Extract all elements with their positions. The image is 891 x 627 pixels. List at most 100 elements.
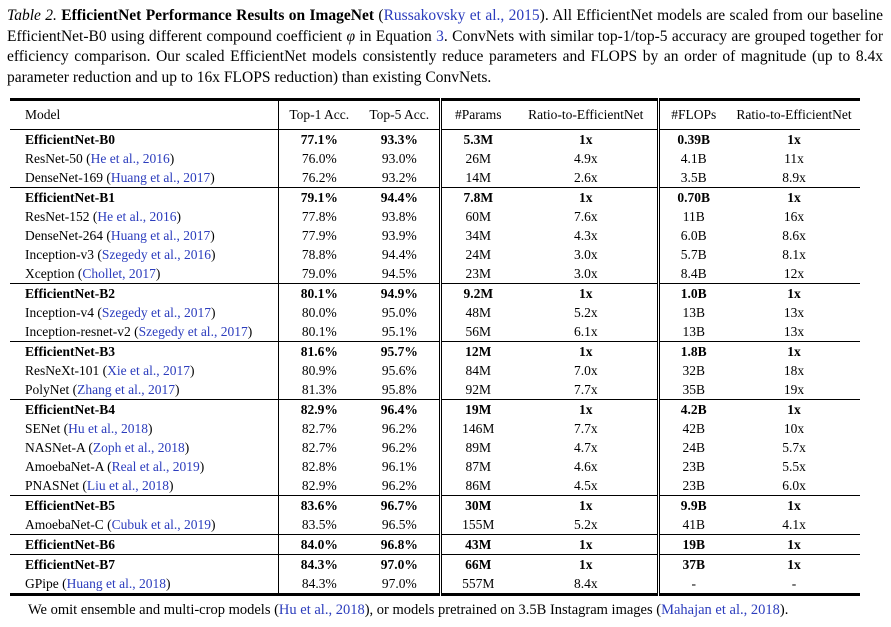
citation-link[interactable]: Xie et al., 2017 [107,362,190,378]
top5-cell: 95.7% [360,341,442,361]
model-cell: ResNeXt-101 (Xie et al., 2017) [10,361,279,380]
model-name: SENet [25,420,61,436]
top1-cell: 82.8% [301,458,337,474]
ratio-params-cell: 1x [515,341,660,361]
table-row: ResNet-152 (He et al., 2016) 77.8% 93.8% 60… [10,207,860,226]
citation-link[interactable]: Chollet, 2017 [82,265,156,281]
table-row: Inception-v4 (Szegedy et al., 2017) 80.0%… [10,303,860,322]
citation-link[interactable]: Huang et al., 2017 [110,169,211,185]
flops-cell: 8.4B [680,265,707,281]
top5-cell: 93.0% [360,149,442,168]
top1-cell: 82.9% [300,401,338,417]
model-name: EfficientNet-B0 [25,131,115,147]
table-row: EfficientNet-B1 79.1% 94.4% 7.8M 1x 0.70B 1x [10,187,860,207]
params-cell: 146M [462,420,495,436]
params-cell: 84M [465,362,491,378]
table-row: AmoebaNet-A (Real et al., 2019) 82.8% 96.1… [10,457,860,476]
table-row: DenseNet-264 (Huang et al., 2017) 77.9% 93… [10,226,860,245]
table-row: AmoebaNet-C (Cubuk et al., 2019) 83.5% 96.… [10,515,860,535]
ratio-flops-cell: 1x [787,285,801,301]
ratio-flops-cell: 16x [783,208,805,224]
flops-cell: 0.39B [677,131,711,147]
table-group: EfficientNet-B4 82.9% 96.4% 19M 1x 4.2B 1x SENe… [10,399,860,496]
citation-link[interactable]: Hu et al., 2018 [68,420,148,436]
table-row: PolyNet (Zhang et al., 2017) 81.3% 95.8% 92… [10,380,860,400]
citation-link[interactable]: Szegedy et al., 2016 [101,246,211,262]
ratio-params-cell: 2.6x [515,168,660,188]
header-row: Model Top-1 Acc. Top-5 Acc. #Params Rati… [10,99,860,130]
model-name: PNASNet [25,477,80,493]
top5-cell: 93.9% [360,226,442,245]
model-cell: NASNet-A (Zoph et al., 2018) [10,438,279,457]
params-cell: 26M [465,150,491,166]
params-cell: 48M [465,304,491,320]
top1-cell: 83.6% [300,497,338,513]
ratio-flops-cell: 12x [783,265,805,281]
ratio-flops-cell: 1x [787,536,801,552]
col-header-params: #Params [440,99,515,130]
footnote-text: ). [779,602,789,618]
paper-page: Table 2. EfficientNet Performance Result… [0,6,891,627]
model-cell: PNASNet (Liu et al., 2018) [10,476,279,496]
ratio-flops-cell: 5.5x [782,458,806,474]
top1-cell: 76.2% [301,169,337,185]
citation-link[interactable]: Zoph et al., 2018 [92,439,185,455]
citation-link[interactable]: He et al., 2016 [97,208,177,224]
ratio-flops-cell: 13x [783,304,805,320]
table-row: SENet (Hu et al., 2018) 82.7% 96.2% 146M 7.7… [10,419,860,438]
ratio-params-cell: 7.6x [515,207,660,226]
flops-cell: 19B [682,536,705,552]
citation-link[interactable]: Hu et al., 2018 [278,602,365,618]
ratio-flops-cell: 19x [783,381,805,397]
model-name: PolyNet [25,381,70,397]
top1-cell: 79.0% [301,265,337,281]
model-name: EfficientNet-B4 [25,401,115,417]
table-footnote: We omit ensemble and multi-crop models (… [28,601,883,619]
flops-cell: 4.1B [680,150,707,166]
equation-ref-link[interactable]: 3 [436,27,444,45]
params-cell: 43M [465,536,492,552]
col-header-flops: #FLOPs [658,99,728,130]
params-cell: 89M [465,439,491,455]
paren-close: ) [210,304,216,320]
ratio-flops-cell: 1x [787,401,801,417]
citation-link[interactable]: Cubuk et al., 2019 [111,516,211,532]
top5-cell: 97.0% [360,554,442,574]
model-cell: EfficientNet-B5 [10,495,279,515]
paren-open: ( [103,516,112,532]
flops-cell: 0.70B [677,189,711,205]
model-name: ResNeXt-101 [25,362,100,378]
top5-cell: 96.2% [360,476,442,496]
model-name: EfficientNet-B1 [25,189,115,205]
params-cell: 155M [462,516,495,532]
citation-link[interactable]: Huang et al., 2017 [110,227,211,243]
citation-link[interactable]: He et al., 2016 [90,150,170,166]
paren-close: ) [247,323,253,339]
citation-link[interactable]: Russakovsky et al., 2015 [383,7,540,24]
top5-cell: 96.2% [360,419,442,438]
paren-close: ) [189,362,195,378]
ratio-params-cell: 6.1x [515,322,660,342]
top1-cell: 80.0% [301,304,337,320]
citation-link[interactable]: Szegedy et al., 2017 [101,304,211,320]
top5-cell: 94.4% [360,245,442,264]
citation-link[interactable]: Huang et al., 2018 [66,575,166,591]
table-row: EfficientNet-B6 84.0% 96.8% 43M 1x 19B 1x [10,534,860,555]
paren-open: ( [60,420,69,436]
params-cell: 30M [465,497,492,513]
results-table: Model Top-1 Acc. Top-5 Acc. #Params Rati… [10,98,860,596]
top5-cell: 94.4% [360,187,442,207]
flops-cell: 35B [682,381,705,397]
paren-close: ) [165,575,171,591]
paren-open: ( [93,246,102,262]
citation-link[interactable]: Zhang et al., 2017 [77,381,175,397]
paren-close: ) [210,246,216,262]
citation-link[interactable]: Mahajan et al., 2018 [661,602,780,618]
model-cell: DenseNet-264 (Huang et al., 2017) [10,226,279,245]
citation-link[interactable]: Szegedy et al., 2017 [138,323,248,339]
citation-link[interactable]: Real et al., 2019 [111,458,200,474]
ratio-params-cell: 7.7x [515,380,660,400]
table-group: EfficientNet-B5 83.6% 96.7% 30M 1x 9.9B 1x Amoe… [10,495,860,535]
citation-link[interactable]: Liu et al., 2018 [86,477,169,493]
top5-cell: 96.4% [360,399,442,419]
